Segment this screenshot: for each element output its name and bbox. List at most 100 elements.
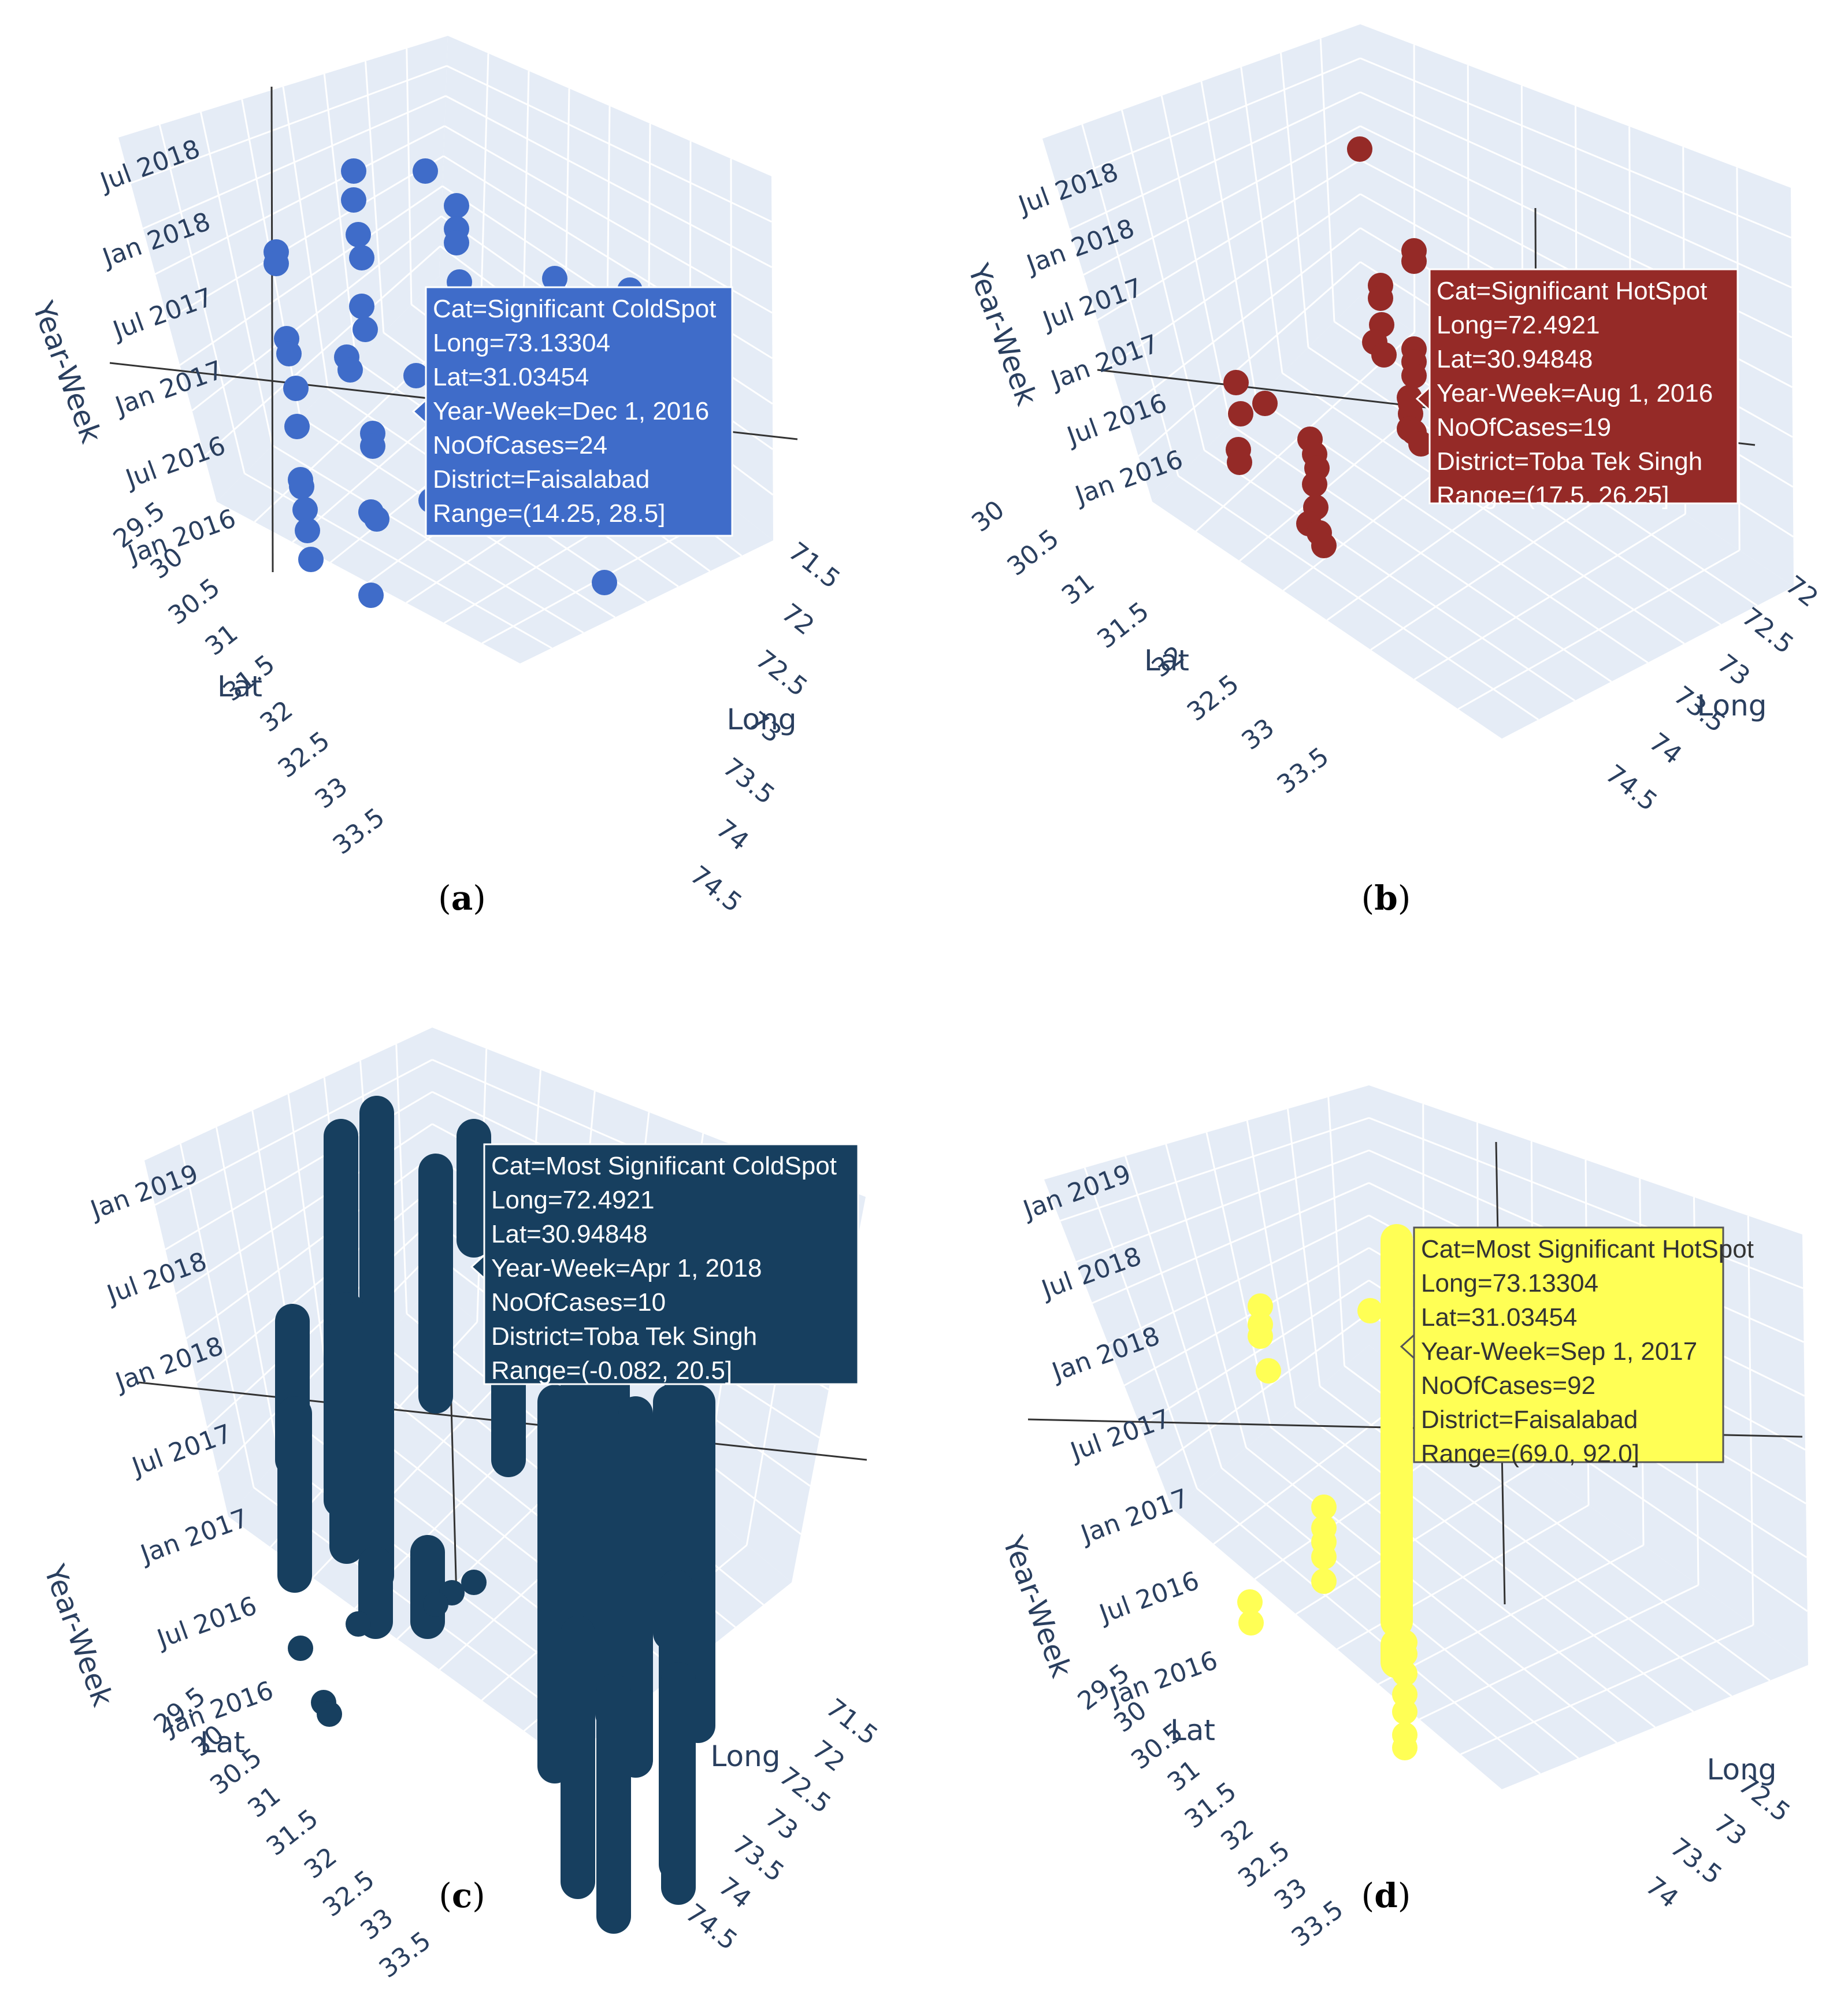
marker-point xyxy=(288,1636,313,1661)
marker-point xyxy=(444,193,469,218)
gridline xyxy=(1457,549,1740,710)
x-tick-label: 72 xyxy=(776,598,820,641)
marker-point xyxy=(341,187,366,213)
tooltip-line: Range=(69.0, 92.0] xyxy=(1421,1440,1639,1468)
marker-point xyxy=(423,1592,448,1617)
gridline xyxy=(167,155,444,321)
gridline xyxy=(1124,227,1361,412)
marker-point xyxy=(346,222,371,247)
marker-point xyxy=(1248,1293,1273,1319)
marker-point xyxy=(1392,1735,1417,1760)
marker-point xyxy=(289,474,314,499)
tooltip-line: Long=73.13304 xyxy=(433,329,610,357)
tooltip-line: Range=(14.25, 28.5] xyxy=(433,499,665,528)
panel-b-plot[interactable]: 7272.57373.57474.53030.53131.53232.53333… xyxy=(924,0,1848,998)
marker-point xyxy=(444,230,469,255)
y-tick-label: 33.5 xyxy=(328,802,391,861)
marker-point xyxy=(352,317,378,342)
x-axis-title: Long xyxy=(1707,1753,1777,1786)
x-axis-title: Long xyxy=(711,1740,781,1773)
x-tick-label: 71.5 xyxy=(783,536,846,595)
y-tick-label: 33 xyxy=(1236,713,1280,756)
marker-column xyxy=(457,1119,491,1258)
marker-point xyxy=(1392,1641,1417,1667)
marker-point xyxy=(360,433,385,459)
gridline xyxy=(1156,1312,1370,1469)
tooltip-line: NoOfCases=19 xyxy=(1437,413,1611,442)
marker-point xyxy=(1311,1544,1337,1570)
marker-point xyxy=(283,376,309,401)
tooltip-line: Lat=31.03454 xyxy=(433,363,589,391)
marker-point xyxy=(298,547,324,572)
tooltip-line: District=Faisalabad xyxy=(433,465,650,494)
marker-point xyxy=(1392,1661,1417,1686)
panel-d-caption: (d) xyxy=(1361,1876,1411,1915)
marker-point xyxy=(1223,370,1249,395)
y-tick-label: 33 xyxy=(310,772,354,815)
marker-point xyxy=(284,414,310,439)
marker-point xyxy=(1252,391,1278,416)
x-tick-label: 73.5 xyxy=(717,752,780,811)
x-axis-title: Long xyxy=(1697,689,1767,722)
marker-point xyxy=(1408,431,1434,457)
marker-column xyxy=(418,1154,453,1414)
panel-b: 72 72.5 73 73.5 74 74.5 30 30.5 31 31.5 32 32.5 33 33… xyxy=(924,0,1848,998)
gridline xyxy=(406,48,413,305)
tooltip-line: Cat=Most Significant ColdSpot xyxy=(491,1152,837,1180)
x-tick-label: 74 xyxy=(710,814,754,857)
x-axis-title: Long xyxy=(727,703,797,736)
marker-column xyxy=(1381,1224,1413,1638)
tooltip-box xyxy=(1413,1226,1724,1463)
tooltip-line: NoOfCases=92 xyxy=(1421,1371,1595,1400)
gridline xyxy=(1240,67,1283,373)
tooltip-line: Long=73.13304 xyxy=(1421,1269,1598,1297)
markers xyxy=(1237,1224,1417,1760)
tooltip-line: Lat=30.94848 xyxy=(1437,345,1593,373)
gridline xyxy=(1337,1504,1589,1650)
gridline xyxy=(1378,1544,1644,1685)
marker-point xyxy=(1371,342,1397,368)
x-tick-label: 74 xyxy=(1643,727,1687,770)
panel-a-caption: (a) xyxy=(438,878,486,918)
gridline xyxy=(1097,159,1361,321)
hover-tooltip: Cat=Most Significant ColdSpot Long=72.492… xyxy=(470,1143,859,1385)
marker-point xyxy=(349,294,374,319)
y-tick-label: 31 xyxy=(1056,568,1100,611)
tooltip-line: Year-Week=Aug 1, 2016 xyxy=(1437,379,1713,407)
marker-point xyxy=(1237,1589,1263,1615)
marker-point xyxy=(1256,1358,1281,1384)
marker-point xyxy=(346,1611,371,1637)
tooltip-line: District=Toba Tek Singh xyxy=(491,1322,757,1351)
marker-point xyxy=(337,357,363,383)
marker-point xyxy=(1311,1495,1337,1520)
gridline xyxy=(1108,1214,1370,1345)
gridline xyxy=(1747,1215,1754,1625)
panel-d-plot[interactable]: 72.57373.57429.53030.53131.53232.53333.5… xyxy=(924,998,1848,1995)
marker-column xyxy=(596,1674,631,1934)
y-tick-label: 32.5 xyxy=(273,726,336,784)
y-tick-label: 32 xyxy=(1216,1814,1260,1857)
gridline xyxy=(191,215,442,411)
marker-point xyxy=(1302,472,1327,497)
gridline xyxy=(323,73,357,361)
panel-c-plot[interactable]: 71.57272.57373.57474.529.53030.53131.532… xyxy=(0,998,924,1995)
tooltip-line: Range=(17.5, 26.25] xyxy=(1437,481,1669,510)
panel-a-plot[interactable]: 71.57272.57373.57474.529.53030.53131.532… xyxy=(0,0,924,998)
y-tick-label: 31 xyxy=(1162,1755,1206,1798)
marker-point xyxy=(403,363,429,388)
marker-point xyxy=(592,570,617,595)
x-tick-label: 73 xyxy=(1708,1808,1752,1852)
tooltip-line: District=Faisalabad xyxy=(1421,1406,1638,1434)
marker-point xyxy=(1392,1699,1417,1725)
marker-point xyxy=(1227,450,1252,475)
z-axis-title: Year-Week xyxy=(26,296,108,447)
x-tick-label: 73 xyxy=(1712,648,1756,692)
gridline xyxy=(395,1044,408,1314)
hover-tooltip: Cat=Significant ColdSpot Long=73.13304 Lat… xyxy=(411,286,733,537)
gridline xyxy=(203,245,441,457)
gridline xyxy=(1287,1108,1321,1386)
gridline xyxy=(365,61,385,333)
marker-column xyxy=(329,1292,364,1564)
panel-b-caption: (b) xyxy=(1361,878,1411,918)
